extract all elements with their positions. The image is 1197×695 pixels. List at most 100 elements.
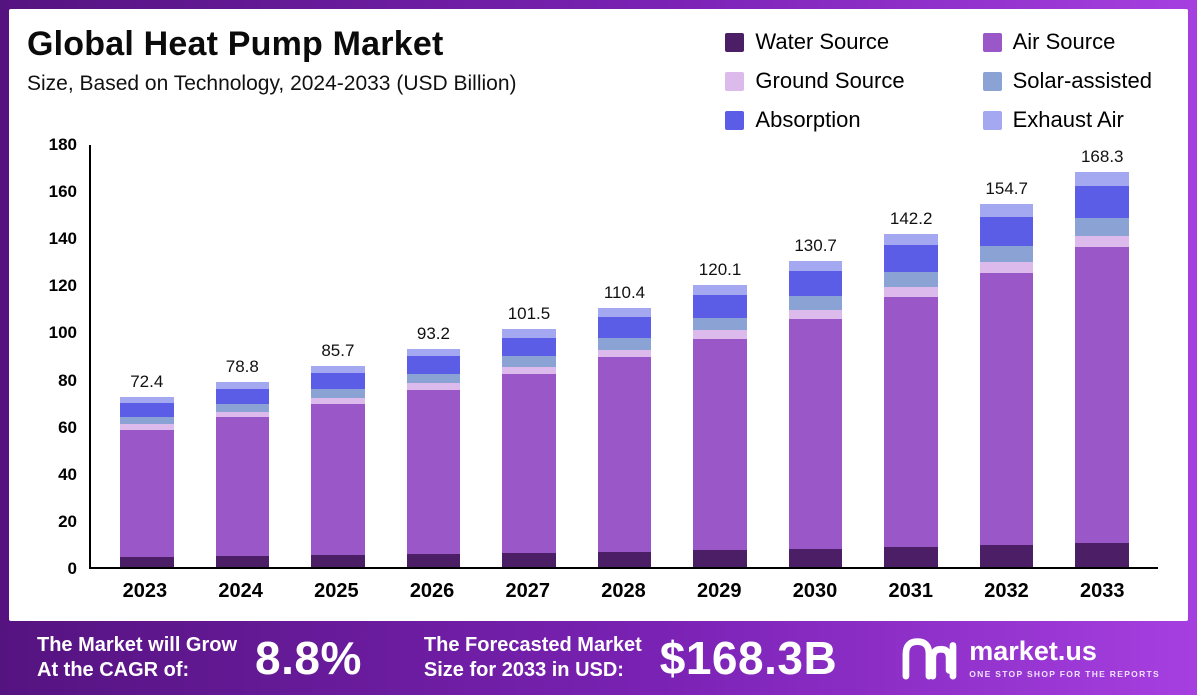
bar-segment-air-source [1075,247,1129,544]
bar-segment-air-source [406,390,461,554]
stacked-bar-2023 [120,397,174,567]
legend-item-absorption: Absorption [725,107,904,133]
bar-segment-air-source [120,429,174,557]
bar-segment-solar-assisted [884,271,938,287]
bar-segment-water-source [597,551,652,567]
page-title: Global Heat Pump Market [27,25,444,63]
brand-tagline: ONE STOP SHOP FOR THE REPORTS [969,668,1160,679]
x-axis: 2023 2024 2025 2026 2027 2028 2029 2030 2031 2032… [89,569,1158,613]
bar-value-label: 110.4 [603,283,646,303]
bar-segment-exhaust-air [1075,172,1129,187]
bar-segment-air-source [311,404,365,556]
bar-segment-water-source [979,545,1034,567]
bar-segment-exhaust-air [406,348,461,357]
bar-value-label: 78.8 [225,357,259,377]
legend-swatch-absorption [725,110,745,130]
bar-slot-2028: 110.4 [577,145,673,567]
bar-segment-solar-assisted [1075,217,1129,236]
footer-banner: The Market will Grow At the CAGR of: 8.8… [9,621,1188,695]
bar-segment-exhaust-air [502,329,556,338]
bar-value-label: 93.2 [416,323,450,343]
brand-name: market.us [969,635,1097,666]
y-tick-label-160: 160 [48,182,77,202]
bar-segment-ground-source [215,411,270,418]
stacked-bar-2028 [597,308,652,567]
y-tick-label-80: 80 [58,370,77,390]
x-axis-label-2024: 2024 [218,579,263,602]
page-subtitle: Size, Based on Technology, 2024-2033 (US… [27,72,517,95]
bar-value-label: 120.1 [698,260,742,280]
bar-segment-solar-assisted [311,389,365,399]
bar-slot-2025: 85.7 [290,145,386,567]
y-tick-label-0: 0 [67,559,77,578]
legend-item-water-source: Water Source [725,29,904,55]
bar-segment-absorption [502,337,556,357]
legend-swatch-ground-source [725,71,745,91]
bar-segment-exhaust-air [788,260,843,272]
bar-segment-solar-assisted [597,337,652,350]
bar-segment-exhaust-air [597,308,652,318]
bar-segment-absorption [406,356,461,374]
y-tick-label-120: 120 [48,276,77,296]
bar-segment-air-source [979,273,1034,546]
x-axis-label-2028: 2028 [601,579,646,602]
bar-segment-ground-source [406,383,461,390]
x-axis-label-2032: 2032 [984,579,1029,602]
bar-segment-ground-source [597,349,652,358]
bar-slot-2024: 78.8 [195,145,291,567]
x-axis-label-2031: 2031 [888,579,933,602]
chart-area: 0 20 40 60 80 100 120 140 160 180 72.4 78.8 85.7 93.… [27,135,1158,613]
legend-swatch-exhaust-air [982,110,1002,130]
y-tick-label-180: 180 [48,135,77,154]
bar-segment-exhaust-air [693,285,747,296]
legend-swatch-water-source [725,32,745,52]
x-axis-label-2033: 2033 [1079,579,1125,602]
bar-segment-air-source [215,417,270,556]
y-tick-label-100: 100 [48,323,77,343]
y-tick-label-60: 60 [58,417,77,437]
bar-value-label: 101.5 [507,304,551,324]
bar-segment-absorption [693,295,747,318]
bar-segment-air-source [788,318,843,549]
chart-legend: Water Source Air Source Ground Source Solar… [725,25,1152,133]
bar-segment-water-source [1075,543,1129,567]
bar-segment-ground-source [120,424,174,430]
stacked-bar-2031 [884,233,938,567]
x-axis-label-2023: 2023 [122,579,168,602]
stacked-bar-2032 [979,204,1034,567]
chart-card: Global Heat Pump Market Size, Based on T… [9,9,1188,621]
chart-header: Global Heat Pump Market Size, Based on T… [27,25,1158,133]
bar-segment-solar-assisted [406,373,461,384]
brand-logo: market.us ONE STOP SHOP FOR THE REPORTS [899,632,1160,685]
x-axis-label-2025: 2025 [314,579,359,602]
x-axis-label-2026: 2026 [409,579,455,602]
bar-segment-ground-source [884,286,938,297]
legend-swatch-solar-assisted [982,71,1002,91]
bar-slot-2032: 154.7 [959,145,1055,567]
stacked-bar-2024 [215,382,270,567]
bar-segment-exhaust-air [215,382,270,389]
cagr-value: 8.8% [255,632,362,684]
bar-slot-2026: 93.2 [386,145,482,567]
x-axis-label-2029: 2029 [697,579,742,602]
bar-segment-solar-assisted [693,317,747,331]
forecast-value: $168.3B [659,632,838,684]
legend-item-ground-source: Ground Source [725,68,905,94]
bar-segment-solar-assisted [979,246,1034,263]
y-tick-label-20: 20 [58,511,77,531]
bar-segment-air-source [597,357,652,552]
bar-segment-water-source [311,555,365,567]
bar-value-label: 142.2 [889,208,933,228]
cagr-label-line1: The Market will Grow [37,634,238,656]
forecast-label-line1: The Forecasted Market [423,634,642,656]
bar-segment-ground-source [502,367,556,375]
bar-value-label: 85.7 [321,341,355,361]
bar-value-label: 168.3 [1080,147,1124,167]
title-block: Global Heat Pump Market Size, Based on T… [27,25,517,96]
bar-segment-water-source [788,548,843,567]
forecast-label-line2: Size for 2033 in USD: [423,659,624,681]
x-axis-label-2030: 2030 [792,579,838,602]
bar-segment-absorption [597,317,652,338]
bar-segment-solar-assisted [215,403,270,412]
cagr-label-line2: At the CAGR of: [37,659,190,681]
